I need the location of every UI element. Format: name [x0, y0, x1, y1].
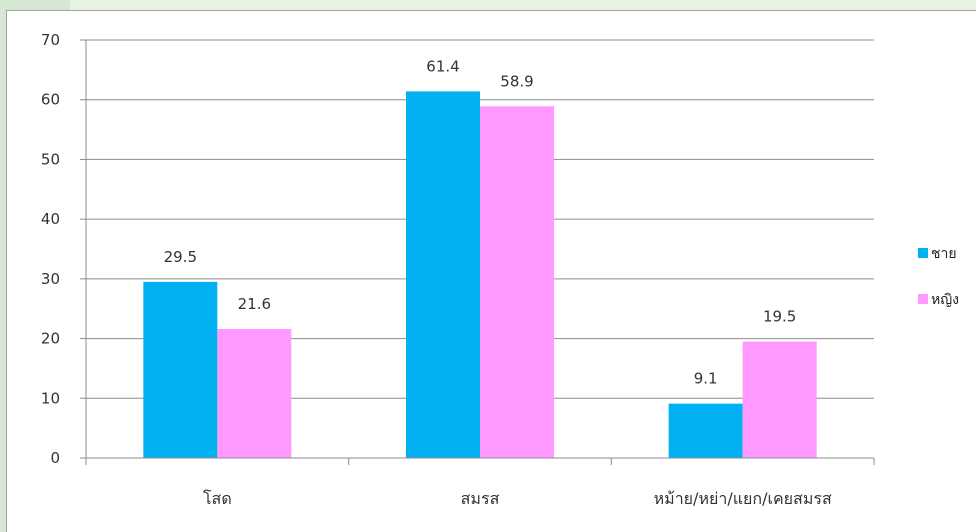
x-tick-label: หม้าย/หย่า/แยก/เคยสมรส: [654, 489, 832, 508]
y-tick-label: 60: [41, 91, 60, 109]
y-tick-label: 0: [50, 449, 60, 467]
legend-label: ชาย: [931, 246, 957, 262]
y-tick-label: 20: [41, 330, 60, 348]
bar: [668, 403, 743, 458]
top-strip: [70, 0, 976, 10]
bar: [480, 106, 554, 458]
x-tick-label: สมรส: [461, 489, 500, 508]
bar: [742, 341, 817, 458]
data-label: 61.4: [426, 57, 459, 75]
x-tick-label: โสด: [203, 489, 232, 508]
data-label: 58.9: [500, 72, 533, 90]
bar: [406, 91, 480, 459]
y-tick-label: 30: [41, 270, 60, 288]
x-axis: โสด สมรส หม้าย/หย่า/แยก/เคยสมรส: [85, 457, 875, 508]
legend-swatch: [918, 294, 928, 304]
y-tick-label: 40: [41, 210, 60, 228]
legend-label: หญิง: [931, 292, 959, 308]
data-label: 29.5: [164, 248, 197, 266]
y-tick-label: 70: [41, 31, 60, 49]
bar: [143, 281, 218, 458]
y-axis: 0 10 20 30 40 50 60 70: [41, 31, 87, 467]
data-label: 19.5: [763, 308, 796, 326]
y-tick-label: 50: [41, 150, 60, 168]
legend-swatch: [918, 248, 928, 258]
data-label: 21.6: [238, 295, 271, 313]
data-label: 9.1: [694, 370, 718, 388]
bar: [217, 329, 292, 458]
bars: 29.5 21.6 61.4 58.9 9.1 19.5: [143, 57, 817, 459]
y-tick-label: 10: [41, 389, 60, 407]
